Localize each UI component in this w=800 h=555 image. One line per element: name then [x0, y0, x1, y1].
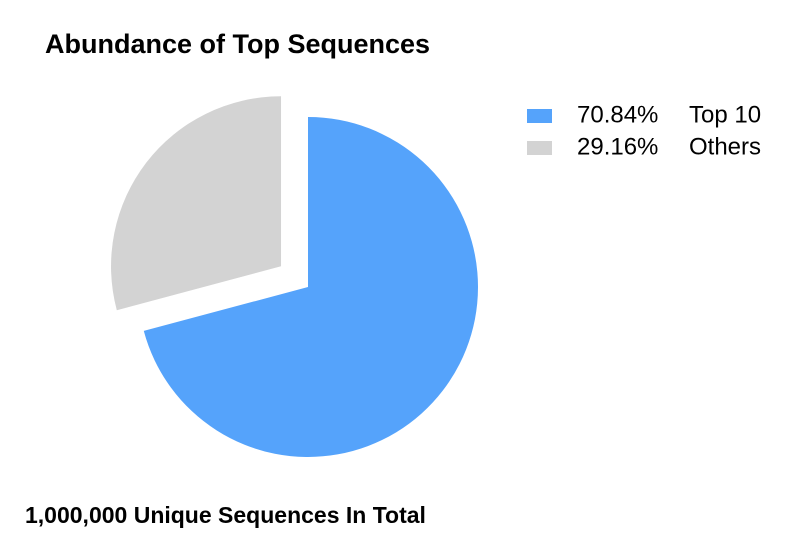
pie-slice — [111, 96, 282, 311]
legend-swatch — [527, 109, 552, 123]
legend-swatch — [527, 141, 552, 155]
legend-value: 29.16% — [577, 133, 658, 160]
legend-label: Others — [689, 133, 761, 160]
pie-slice — [143, 117, 478, 457]
legend-value: 70.84% — [577, 101, 658, 128]
chart-title: Abundance of Top Sequences — [45, 29, 430, 59]
footnote: 1,000,000 Unique Sequences In Total — [25, 502, 426, 528]
legend-label: Top 10 — [689, 101, 761, 128]
